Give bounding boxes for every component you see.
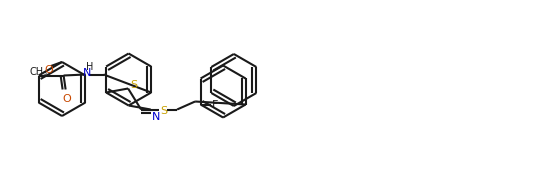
Text: F: F — [212, 99, 218, 110]
Text: N: N — [151, 112, 160, 121]
Text: H: H — [86, 61, 93, 72]
Text: O: O — [62, 93, 71, 104]
Text: O: O — [45, 65, 53, 75]
Text: N: N — [83, 68, 91, 79]
Text: S: S — [131, 79, 138, 90]
Text: CH₃: CH₃ — [30, 67, 48, 77]
Text: S: S — [160, 105, 168, 116]
